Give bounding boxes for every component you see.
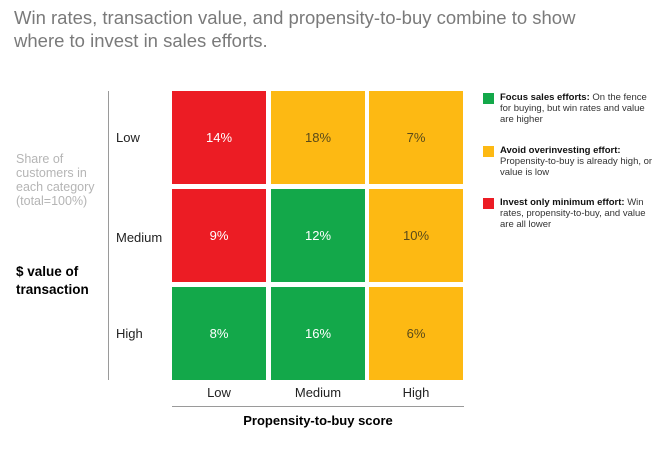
col-label-high: High bbox=[402, 385, 430, 400]
cell-medium-low: 9% bbox=[172, 189, 266, 282]
legend-text-avoid: Avoid overinvesting effort: Propensity-t… bbox=[500, 145, 653, 178]
cell-medium-high: 10% bbox=[369, 189, 463, 282]
col-label-low: Low bbox=[207, 385, 231, 400]
row-label-high: High bbox=[116, 326, 143, 341]
legend-text-minimum: Invest only minimum effort: Win rates, p… bbox=[500, 197, 646, 230]
legend-text-focus: Focus sales efforts: On the fence for bu… bbox=[500, 92, 647, 125]
y-axis-line bbox=[108, 91, 109, 380]
legend-swatch-minimum bbox=[483, 198, 494, 209]
legend-swatch-avoid bbox=[483, 146, 494, 157]
row-label-medium: Medium bbox=[116, 230, 163, 245]
cell-low-low: 14% bbox=[172, 91, 266, 184]
cell-low-medium: 18% bbox=[271, 91, 365, 184]
cell-low-high: 7% bbox=[369, 91, 463, 184]
legend-swatch-focus bbox=[483, 93, 494, 104]
row-label-low: Low bbox=[116, 130, 140, 145]
x-axis-line bbox=[172, 406, 464, 407]
y-axis-title: $ value of transaction bbox=[16, 264, 89, 297]
col-label-medium: Medium bbox=[294, 385, 342, 400]
cell-high-low: 8% bbox=[172, 287, 266, 380]
cell-medium-medium: 12% bbox=[271, 189, 365, 282]
x-axis-title: Propensity-to-buy score bbox=[243, 413, 393, 428]
chart-title: Win rates, transaction value, and propen… bbox=[14, 7, 576, 51]
cell-high-high: 6% bbox=[369, 287, 463, 380]
cell-high-medium: 16% bbox=[271, 287, 365, 380]
share-note: Share of customers in each category (tot… bbox=[16, 152, 95, 208]
